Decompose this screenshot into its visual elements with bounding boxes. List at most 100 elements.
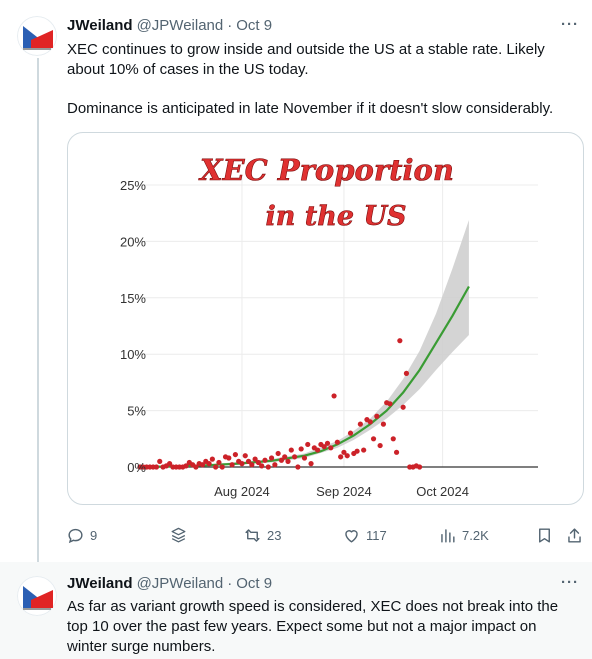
chart-title-line1: XEC Proportion [198, 153, 454, 187]
data-point [321, 444, 327, 450]
confidence-band-area [140, 219, 469, 467]
data-point [354, 448, 360, 454]
views-icon [441, 528, 455, 543]
data-point [380, 421, 387, 427]
chart-title-line2: in the US [265, 201, 406, 232]
data-point [229, 462, 235, 468]
grok-button[interactable] [169, 524, 188, 546]
tweet-text-paragraph: As far as variant growth speed is consid… [67, 598, 559, 655]
data-point [361, 447, 367, 453]
views-count: 7.2K [462, 527, 489, 543]
tweet[interactable]: JWeiland @JPWeiland · Oct 9 ··· As far a… [0, 562, 592, 659]
retweet-count: 23 [267, 527, 282, 543]
data-point [232, 451, 238, 458]
author-handle[interactable]: @JPWeiland [136, 17, 224, 34]
author-handle[interactable]: @JPWeiland [136, 575, 224, 592]
x-tick-label: Aug 2024 [214, 484, 270, 499]
data-point [213, 464, 219, 470]
tweet-header: JWeiland @JPWeiland · Oct 9 [67, 17, 272, 34]
author-name[interactable]: JWeiland [67, 575, 133, 592]
like-button[interactable]: 117 [342, 524, 387, 546]
data-point [403, 370, 410, 376]
author-name[interactable]: JWeiland [67, 17, 133, 34]
data-point [344, 453, 350, 459]
data-point [370, 436, 377, 442]
data-point [209, 456, 215, 462]
y-tick-label: 10% [120, 347, 146, 362]
reply-icon [68, 528, 83, 543]
data-point [265, 464, 271, 470]
x-tick-label: Sep 2024 [316, 484, 372, 499]
data-point [278, 457, 285, 463]
data-point [315, 447, 321, 453]
views-button[interactable]: 7.2K [438, 524, 489, 546]
data-point [357, 421, 363, 427]
tweet-date[interactable]: Oct 9 [236, 17, 273, 34]
data-point [262, 457, 268, 463]
data-point [259, 463, 265, 469]
data-point [301, 455, 308, 461]
more-icon[interactable]: ··· [561, 16, 579, 33]
data-point [387, 401, 393, 407]
retweet-button[interactable]: 23 [243, 524, 281, 546]
tweet-actions: 9 23 117 7.2K [66, 524, 586, 546]
tweet-date[interactable]: Oct 9 [236, 575, 273, 592]
data-point [226, 455, 232, 461]
data-point [242, 453, 248, 459]
grok-icon [171, 527, 186, 542]
data-point [167, 461, 173, 467]
bookmark-icon [539, 527, 550, 543]
tweet-header: JWeiland @JPWeiland · Oct 9 [67, 575, 272, 592]
data-point [255, 459, 262, 466]
data-point [308, 461, 314, 467]
data-point [219, 464, 225, 470]
data-point [249, 462, 255, 468]
data-point [390, 436, 396, 442]
confidence-band [140, 219, 469, 467]
chart-svg: 0% 5% 10% 15% 20% 25% Aug 2024 Sep 2024 Oct 202… [120, 153, 538, 499]
data-point [367, 419, 373, 425]
share-button[interactable] [565, 524, 584, 546]
like-count: 117 [366, 527, 387, 543]
data-point [206, 461, 212, 467]
data-point [272, 462, 278, 468]
data-point [245, 458, 252, 464]
separator: · [227, 575, 233, 592]
avatar[interactable] [17, 576, 57, 616]
data-point [298, 446, 304, 452]
more-icon[interactable]: ··· [561, 574, 579, 591]
reply-count: 9 [90, 527, 98, 543]
data-point [268, 455, 275, 461]
tweet-text-paragraph: Dominance is anticipated in late Novembe… [67, 100, 554, 117]
data-point [331, 393, 337, 399]
y-tick-label: 0% [127, 460, 146, 475]
tweet-media-chart[interactable]: 0% 5% 10% 15% 20% 25% Aug 2024 Sep 2024 Oct 202… [67, 132, 584, 505]
data-point [239, 461, 245, 467]
y-tick-label: 20% [120, 234, 146, 249]
data-point [153, 464, 160, 470]
data-point [397, 338, 403, 344]
data-point [193, 464, 199, 470]
data-point [347, 430, 354, 436]
data-point [416, 464, 423, 470]
heart-icon [345, 529, 358, 543]
y-tick-label: 15% [120, 291, 146, 306]
data-point [183, 463, 189, 469]
data-point [216, 459, 222, 466]
data-point [275, 450, 281, 457]
data-point [282, 454, 288, 460]
avatar-logo-icon [17, 16, 57, 56]
share-icon [568, 527, 581, 543]
data-point [288, 447, 294, 453]
bookmark-button[interactable] [535, 524, 554, 546]
data-point [328, 445, 334, 451]
data-point [338, 454, 344, 460]
reply-button[interactable]: 9 [66, 524, 97, 546]
data-point [374, 413, 380, 419]
data-point [157, 458, 163, 464]
data-point [400, 404, 406, 410]
tweet[interactable]: JWeiland @JPWeiland · Oct 9 ··· XEC cont… [0, 0, 592, 562]
avatar[interactable] [17, 16, 57, 56]
data-point [285, 458, 291, 464]
separator: · [227, 17, 233, 34]
